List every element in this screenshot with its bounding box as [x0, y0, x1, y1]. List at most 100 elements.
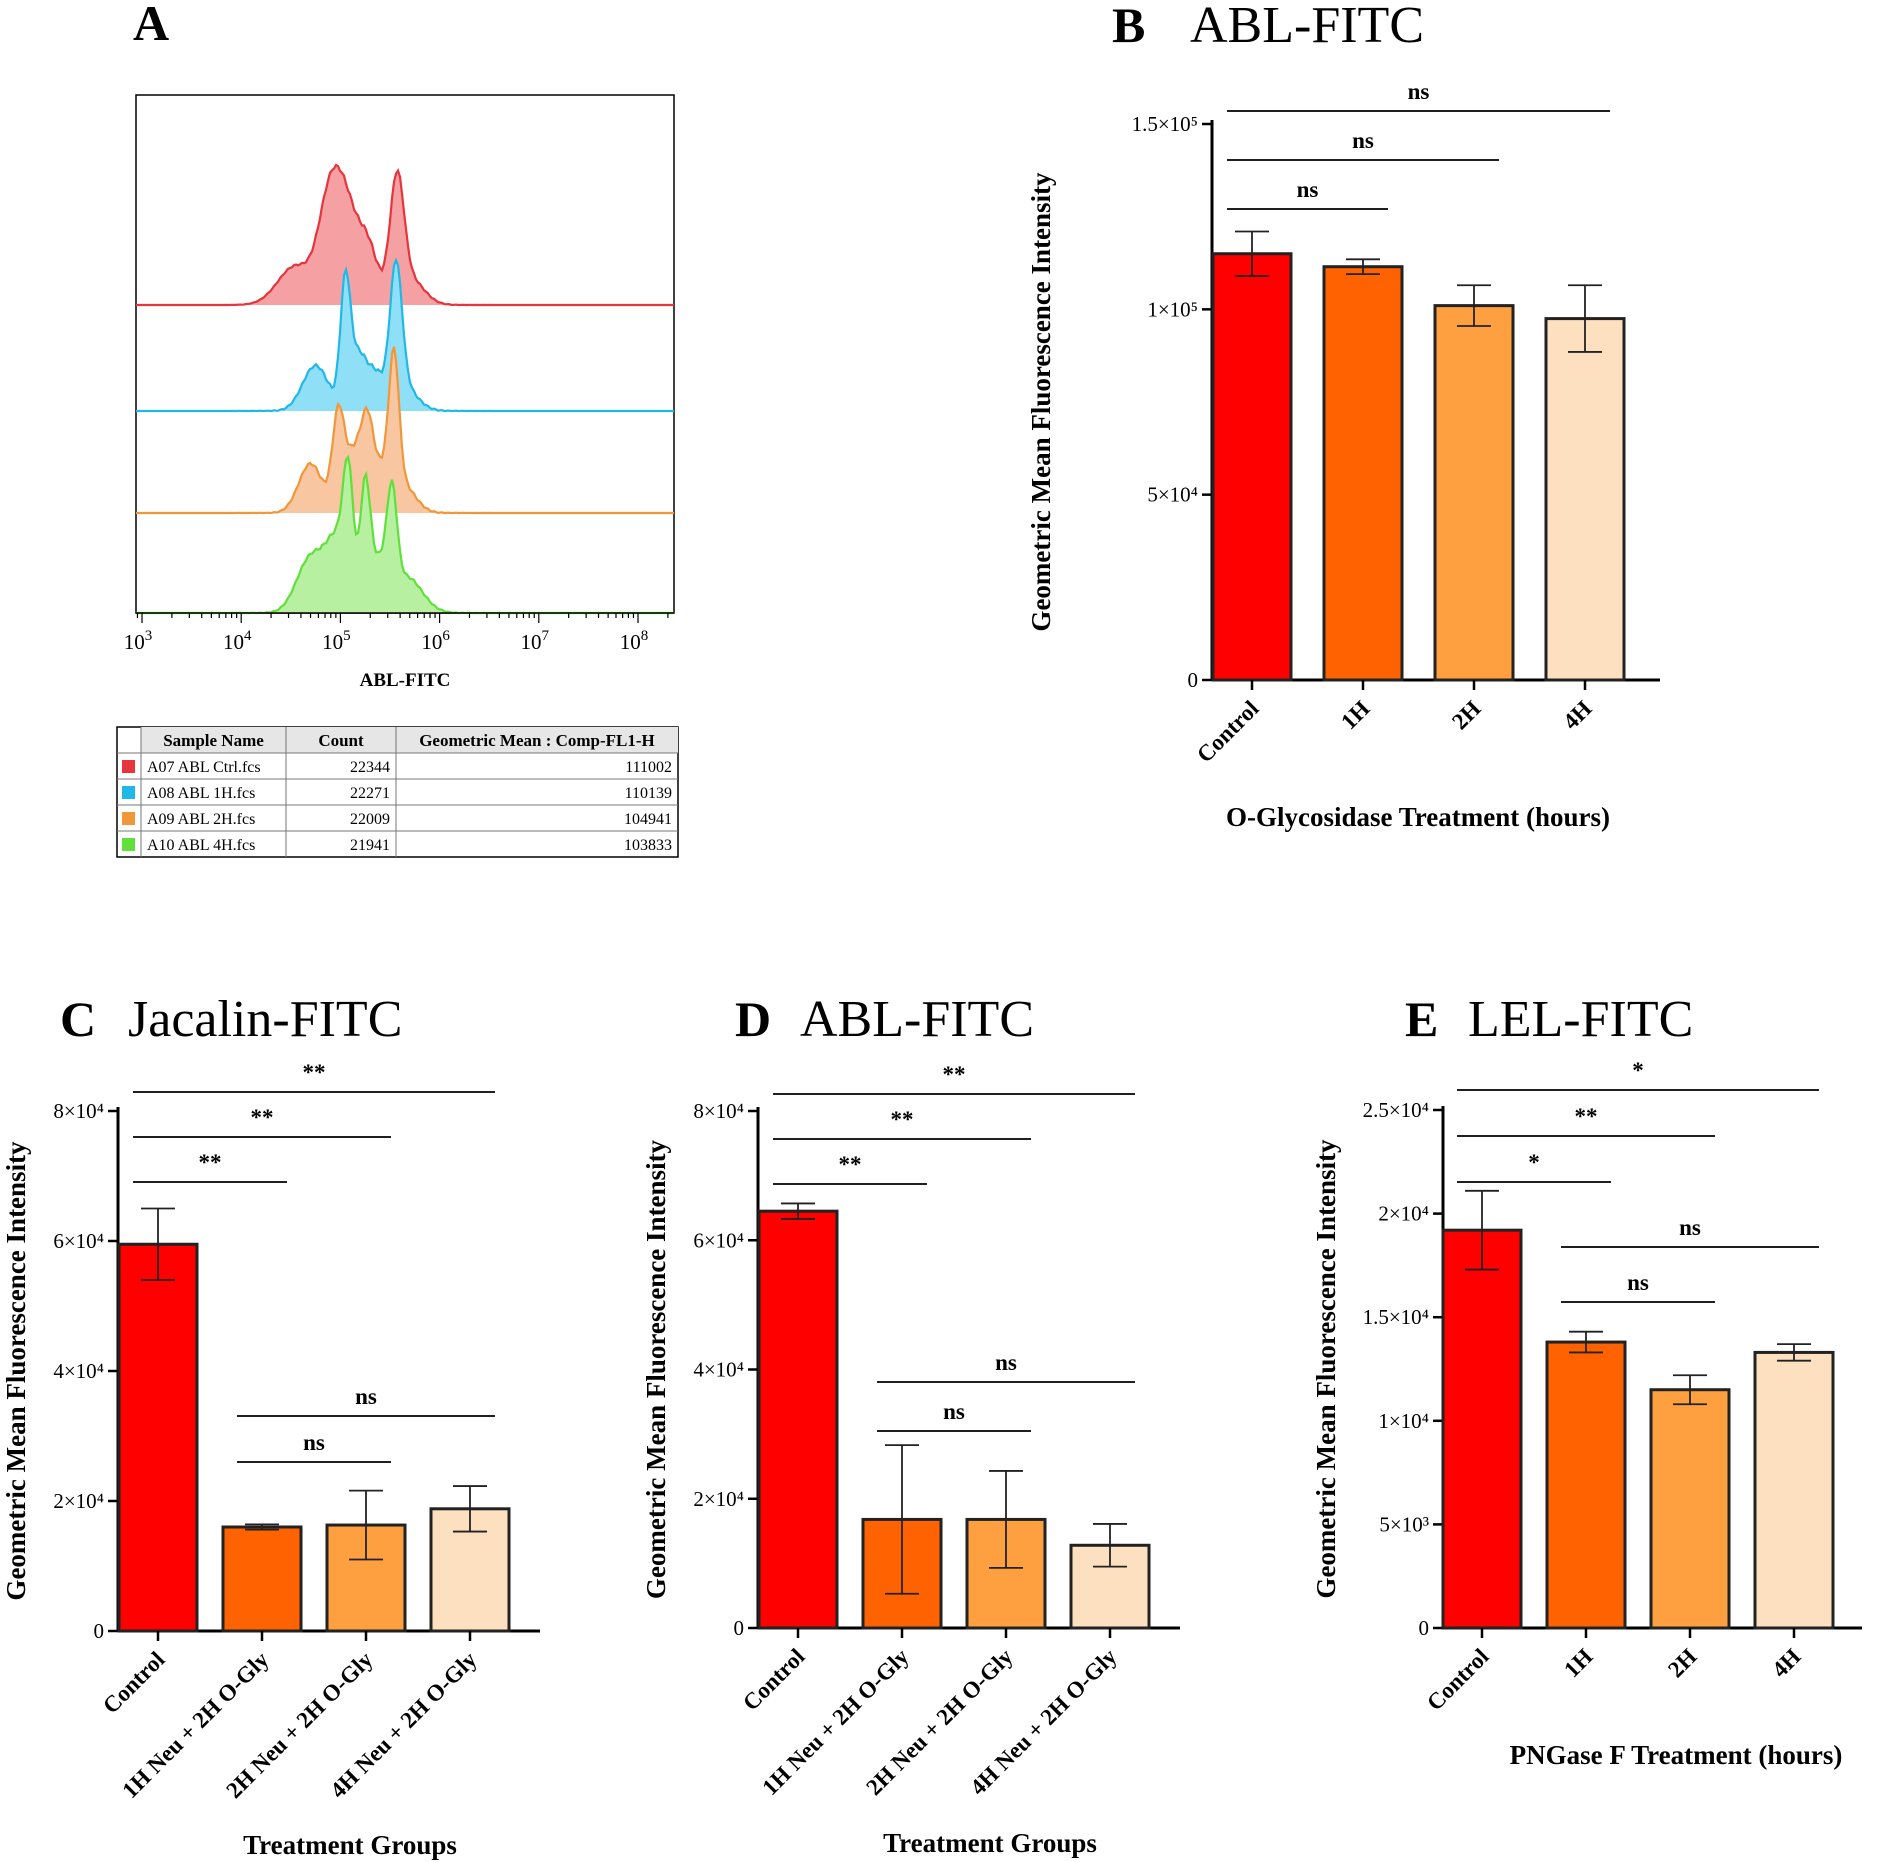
y-tick-label: 8×10⁴ [693, 1099, 744, 1123]
y-tick-label: 1×10⁵ [1147, 297, 1198, 321]
significance-label: ns [1408, 79, 1430, 104]
significance-label: ** [303, 1060, 326, 1085]
table-header-cell: Geometric Mean : Comp-FL1-H [419, 731, 655, 750]
x-tick-label: 1H [1336, 696, 1375, 735]
panel-title-d: ABL-FITC [800, 991, 1034, 1048]
x-tick-label: 4H [1767, 1644, 1806, 1683]
significance-label: ** [839, 1152, 862, 1177]
y-tick-label: 2×10⁴ [1378, 1202, 1429, 1226]
y-axis-title: Geometric Mean Fluorescence Intensity [1, 1141, 31, 1601]
panel-title-e: LEL-FITC [1468, 991, 1693, 1048]
y-axis-title: Geometric Mean Fluorescence Intensity [641, 1139, 671, 1599]
table-gmean-cell: 103833 [624, 837, 672, 854]
bar-1 [1211, 252, 1293, 682]
panel-letter-c: C [60, 991, 96, 1047]
table-color-swatch [122, 812, 135, 825]
x-tick-label: 4H [1558, 696, 1597, 735]
table-gmean-cell: 110139 [625, 785, 672, 802]
panel-letter-b: B [1112, 0, 1145, 53]
table-header-cell: Count [318, 731, 364, 750]
x-axis-title: O-Glycosidase Treatment (hours) [1226, 802, 1610, 832]
significance-label: * [1632, 1058, 1644, 1083]
table-sample-cell: A10 ABL 4H.fcs [147, 837, 255, 854]
y-tick-label: 0 [1188, 668, 1199, 692]
table-sample-cell: A08 ABL 1H.fcs [147, 785, 255, 802]
bar-1 [757, 1209, 839, 1630]
table-sample-cell: A09 ABL 2H.fcs [147, 811, 255, 828]
table-header-bg [141, 727, 678, 753]
y-tick-label: 8×10⁴ [53, 1099, 104, 1123]
significance-label: ** [251, 1105, 274, 1130]
bar-chart-panel-c: C Jacalin-FITC 0 2×10⁴ 4×10⁴ 6×10⁴ 8×10⁴ Geomet… [1, 991, 540, 1860]
sample-table: Sample Name Count Geometric Mean : Comp-FL… [116, 726, 679, 858]
bar-3 [1433, 304, 1515, 682]
histogram-fill-2 [136, 260, 674, 411]
x-axis-title: PNGase F Treatment (hours) [1510, 1740, 1843, 1770]
x-tick-label: Control [98, 1647, 170, 1719]
significance-label: ** [1575, 1104, 1598, 1129]
bar-chart-panel-e: E LEL-FITC 0 5×10³ 1×10⁴ 1.5×10⁴ 2×10⁴ 2.5×10⁴ G… [1311, 991, 1862, 1770]
panel-letter-e: E [1405, 991, 1438, 1047]
table-gmean-cell: 104941 [624, 811, 672, 828]
table-color-swatch [122, 760, 135, 773]
table-count-cell: 22009 [350, 811, 390, 828]
x-tick-label: Control [738, 1644, 810, 1716]
bar-1 [117, 1242, 199, 1633]
bar-1 [1441, 1228, 1523, 1630]
table-color-swatch [122, 838, 135, 851]
significance-label: ns [1627, 1270, 1649, 1295]
x-tick-label: 2H [1663, 1644, 1702, 1683]
y-tick-label: 5×10³ [1379, 1512, 1429, 1536]
histogram-fill-1 [136, 165, 674, 305]
histogram-tick-label-1e7: 107 [521, 628, 550, 654]
histogram-fill-3 [136, 346, 674, 513]
y-tick-label: 4×10⁴ [53, 1359, 104, 1383]
significance-label: ns [303, 1430, 325, 1455]
table-count-cell: 21941 [350, 837, 390, 854]
histogram-trace-2 [136, 257, 674, 413]
significance-label: ns [1679, 1215, 1701, 1240]
y-tick-label: 0 [94, 1619, 105, 1643]
significance-label: ** [891, 1107, 914, 1132]
x-tick-label: 1H [1559, 1644, 1598, 1683]
histogram-tick-label-1e5: 105 [322, 628, 351, 654]
bar-4 [1544, 317, 1626, 682]
y-tick-label: 2×10⁴ [693, 1487, 744, 1511]
panel-title-c: Jacalin-FITC [128, 991, 402, 1048]
y-tick-label: 2×10⁴ [53, 1489, 104, 1513]
significance-label: ns [943, 1399, 965, 1424]
x-axis-title: Treatment Groups [243, 1830, 457, 1860]
x-tick-label: Control [1422, 1644, 1494, 1716]
table-count-cell: 22271 [350, 785, 390, 802]
panel-letter-a: A [133, 0, 169, 51]
table-sample-cell: A07 ABL Ctrl.fcs [147, 759, 261, 776]
y-tick-label: 0 [734, 1616, 745, 1640]
significance-label: ** [199, 1150, 222, 1175]
bar-3 [1649, 1388, 1731, 1630]
histogram-tick-label-1e4: 104 [223, 628, 252, 654]
bar-chart-panel-b: B ABL-FITC 0 5×10⁴ 1×10⁵ 1.5×10⁵ Geometric Mea… [1026, 0, 1660, 832]
histogram-panel-a: 103 104 105 106 107 108 ABL-FITC [124, 94, 675, 691]
bar-chart-panel-d: D ABL-FITC 0 2×10⁴ 4×10⁴ 6×10⁴ 8×10⁴ Geometric … [641, 991, 1180, 1858]
table-header-cell: Sample Name [163, 731, 264, 750]
y-tick-label: 2.5×10⁴ [1363, 1098, 1429, 1122]
y-tick-label: 1.5×10⁴ [1363, 1305, 1429, 1329]
significance-label: ** [943, 1062, 966, 1087]
significance-label: ns [1352, 128, 1374, 153]
table-gmean-cell: 111002 [625, 759, 672, 776]
y-axis-title: Geometric Mean Fluorescence Intensity [1026, 172, 1056, 632]
y-tick-label: 6×10⁴ [693, 1228, 744, 1252]
y-tick-label: 1×10⁴ [1378, 1409, 1429, 1433]
histogram-tick-label-1e8: 108 [620, 628, 649, 654]
table-count-cell: 22344 [350, 759, 390, 776]
table-color-swatch [122, 786, 135, 799]
y-tick-label: 1.5×10⁵ [1132, 112, 1198, 136]
histogram-trace-1 [136, 163, 674, 307]
bar-2 [221, 1525, 303, 1633]
x-axis-title: Treatment Groups [883, 1828, 1097, 1858]
panel-title-b: ABL-FITC [1190, 0, 1424, 54]
significance-label: ns [355, 1384, 377, 1409]
y-tick-label: 0 [1419, 1616, 1430, 1640]
y-tick-label: 5×10⁴ [1147, 483, 1198, 507]
